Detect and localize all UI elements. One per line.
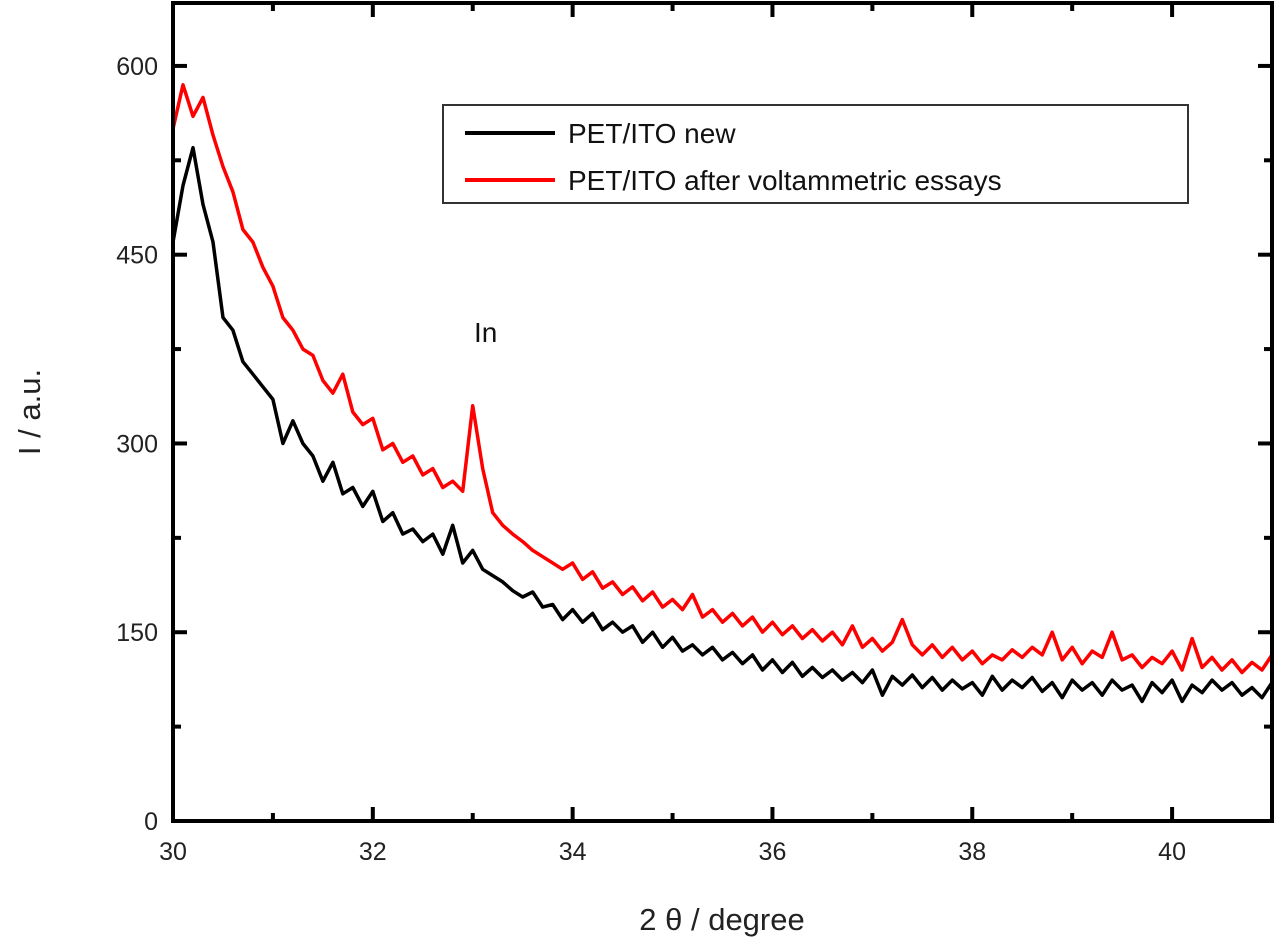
series-line-0 <box>171 145 1274 704</box>
plot-frame <box>171 1 1274 823</box>
y-tick-label: 150 <box>116 619 158 647</box>
x-tick-label: 30 <box>159 838 187 866</box>
x-tick-label: 36 <box>759 838 787 866</box>
ticks-layer: 30 32 34 36 38 40 0 150 300 450 600 <box>116 3 1274 866</box>
legend-label-new: PET/ITO new <box>568 118 736 149</box>
x-tick-label: 40 <box>1158 838 1186 866</box>
y-tick-label: 600 <box>116 53 158 81</box>
x-tick-label: 34 <box>559 838 587 866</box>
x-tick-label: 32 <box>359 838 387 866</box>
y-tick-label: 300 <box>116 430 158 458</box>
series-layer <box>171 83 1274 704</box>
series-line-1 <box>171 83 1274 675</box>
y-tick-label: 450 <box>116 242 158 270</box>
y-tick-label: 0 <box>144 808 158 836</box>
legend-box <box>442 104 1189 204</box>
legend: PET/ITO new PET/ITO after voltammetric e… <box>442 104 1189 204</box>
x-tick-label: 38 <box>958 838 986 866</box>
y-axis-title: I / a.u. <box>12 369 47 455</box>
legend-label-after: PET/ITO after voltammetric essays <box>568 165 1002 196</box>
annotation-in: In <box>474 317 497 348</box>
x-axis-title: 2 θ / degree <box>639 902 804 937</box>
